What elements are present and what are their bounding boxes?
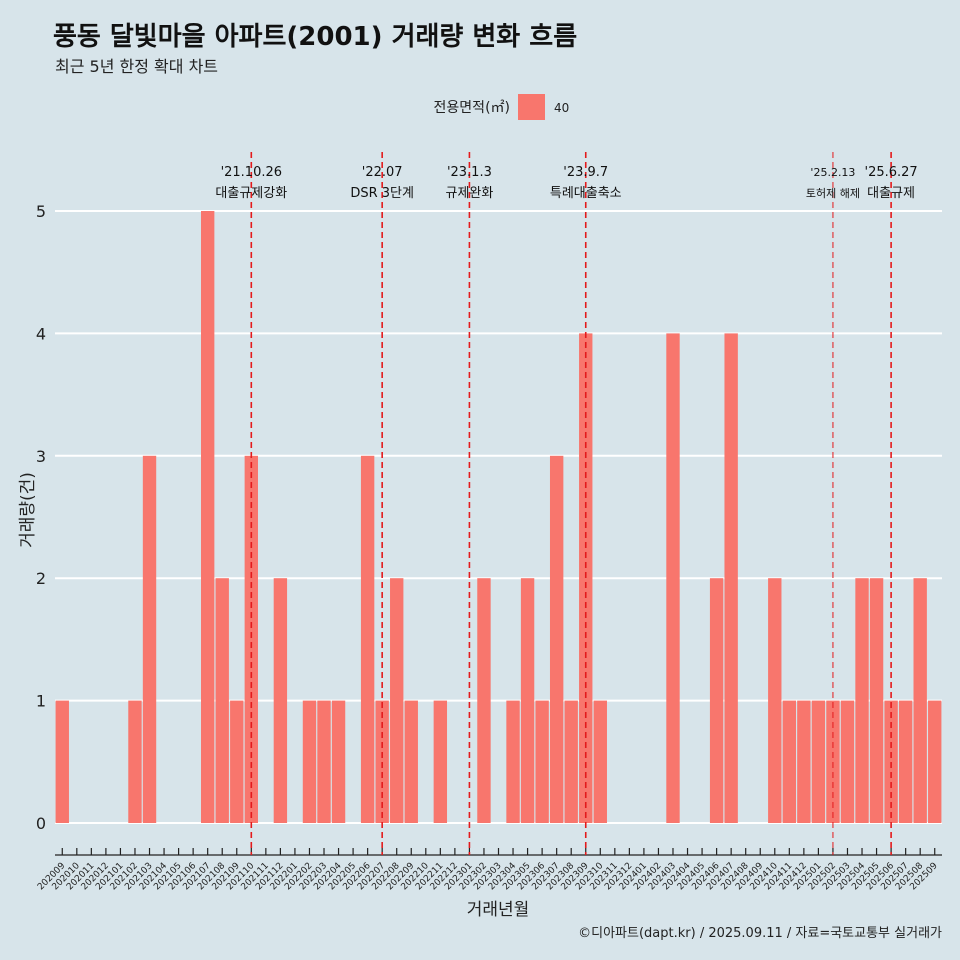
event-date-label: '23.9.7 bbox=[563, 165, 608, 180]
chart-title: 풍동 달빛마을 아파트(2001) 거래량 변화 흐름 bbox=[53, 22, 578, 52]
bar bbox=[215, 578, 229, 823]
y-tick-label: 1 bbox=[36, 692, 46, 711]
event-date-label: '23.1.3 bbox=[447, 165, 492, 180]
bar bbox=[55, 700, 69, 823]
bar bbox=[302, 700, 317, 823]
bar bbox=[433, 700, 448, 823]
bar bbox=[782, 700, 797, 823]
y-tick-label: 2 bbox=[36, 569, 46, 588]
legend-label: 40 bbox=[554, 101, 569, 115]
chart-subtitle: 최근 5년 한정 확대 차트 bbox=[55, 57, 219, 76]
bar bbox=[375, 700, 389, 823]
bar bbox=[855, 578, 869, 823]
bar bbox=[579, 333, 593, 823]
bar bbox=[331, 700, 346, 823]
bar bbox=[826, 700, 840, 823]
y-axis-title: 거래량(건) bbox=[18, 472, 38, 548]
bar bbox=[273, 578, 288, 823]
bar bbox=[200, 211, 215, 823]
bar bbox=[811, 700, 826, 823]
bar bbox=[564, 700, 578, 823]
legend-title: 전용면적(㎡) bbox=[434, 100, 510, 116]
bar bbox=[390, 578, 404, 823]
bar bbox=[477, 578, 491, 823]
event-name-label: DSR 3단계 bbox=[350, 186, 414, 201]
bar bbox=[724, 333, 738, 823]
bar bbox=[244, 455, 258, 823]
event-date-label: '22.07 bbox=[362, 165, 403, 180]
bar bbox=[884, 700, 898, 823]
x-axis-title: 거래년월 bbox=[467, 900, 530, 920]
bar bbox=[898, 700, 913, 823]
legend-swatch bbox=[518, 94, 545, 120]
event-name-label: 대출규제 bbox=[867, 186, 915, 201]
bar bbox=[317, 700, 331, 823]
bar bbox=[506, 700, 520, 823]
event-name-label: 대출규제강화 bbox=[215, 186, 287, 201]
chart-caption: ©디아파트(dapt.kr) / 2025.09.11 / 자료=국토교통부 실… bbox=[578, 926, 942, 941]
y-tick-label: 3 bbox=[36, 447, 46, 466]
event-name-label: 규제완화 bbox=[445, 186, 493, 201]
bar bbox=[549, 455, 564, 823]
event-name-label: 특례대출축소 bbox=[550, 186, 622, 201]
bar bbox=[840, 700, 855, 823]
bar bbox=[666, 333, 680, 823]
bar bbox=[768, 578, 782, 823]
bar bbox=[928, 700, 942, 823]
bar bbox=[128, 700, 142, 823]
bar bbox=[535, 700, 549, 823]
event-date-label: '25.6.27 bbox=[865, 165, 918, 180]
bar bbox=[520, 578, 535, 823]
bar bbox=[404, 700, 418, 823]
bar bbox=[709, 578, 724, 823]
bar bbox=[593, 700, 607, 823]
bar bbox=[913, 578, 927, 823]
bar bbox=[869, 578, 884, 823]
y-tick-label: 0 bbox=[36, 814, 46, 833]
y-tick-label: 5 bbox=[36, 202, 46, 221]
event-name-label: 토허제 해제 bbox=[806, 186, 860, 200]
bar bbox=[230, 700, 244, 823]
bar bbox=[797, 700, 811, 823]
event-date-label: '25.2.13 bbox=[810, 166, 855, 179]
y-tick-label: 4 bbox=[36, 324, 46, 343]
bar bbox=[360, 455, 375, 823]
bar bbox=[142, 455, 157, 823]
event-date-label: '21.10.26 bbox=[221, 165, 282, 180]
